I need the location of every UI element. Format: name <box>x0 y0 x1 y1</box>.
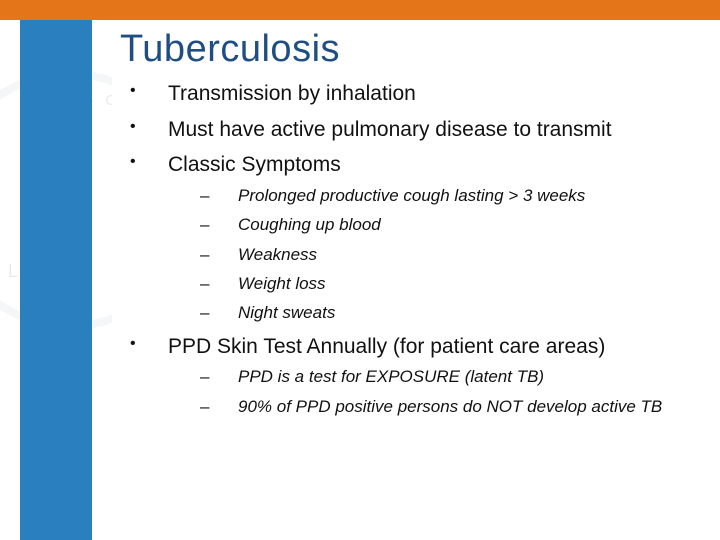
sub-bullet-item: PPD is a test for EXPOSURE (latent TB) <box>194 367 688 387</box>
bullet-item: Must have active pulmonary disease to tr… <box>124 117 688 143</box>
bullet-item: Transmission by inhalation <box>124 81 688 107</box>
top-accent-bar <box>0 0 720 20</box>
bullet-text: Classic Symptoms <box>168 153 341 176</box>
bullet-text: Must have active pulmonary disease to tr… <box>168 118 612 141</box>
side-accent-bar <box>20 20 92 540</box>
bullet-item: PPD Skin Test Annually (for patient care… <box>124 334 688 417</box>
sub-bullet-item: Weight loss <box>194 274 688 294</box>
bullet-text: Transmission by inhalation <box>168 82 416 105</box>
sub-bullet-list: PPD is a test for EXPOSURE (latent TB) 90… <box>194 367 688 417</box>
bullet-item: Classic Symptoms Prolonged productive cou… <box>124 152 688 324</box>
slide-title: Tuberculosis <box>120 28 688 71</box>
sub-bullet-item: 90% of PPD positive persons do NOT devel… <box>194 397 688 417</box>
slide-content: Tuberculosis Transmission by inhalation M… <box>112 20 700 540</box>
sub-bullet-item: Coughing up blood <box>194 215 688 235</box>
sub-bullet-list: Prolonged productive cough lasting > 3 w… <box>194 186 688 324</box>
bullet-text: PPD Skin Test Annually (for patient care… <box>168 335 605 358</box>
sub-bullet-item: Night sweats <box>194 303 688 323</box>
sub-bullet-item: Prolonged productive cough lasting > 3 w… <box>194 186 688 206</box>
sub-bullet-item: Weakness <box>194 245 688 265</box>
bullet-list: Transmission by inhalation Must have acti… <box>124 81 688 417</box>
